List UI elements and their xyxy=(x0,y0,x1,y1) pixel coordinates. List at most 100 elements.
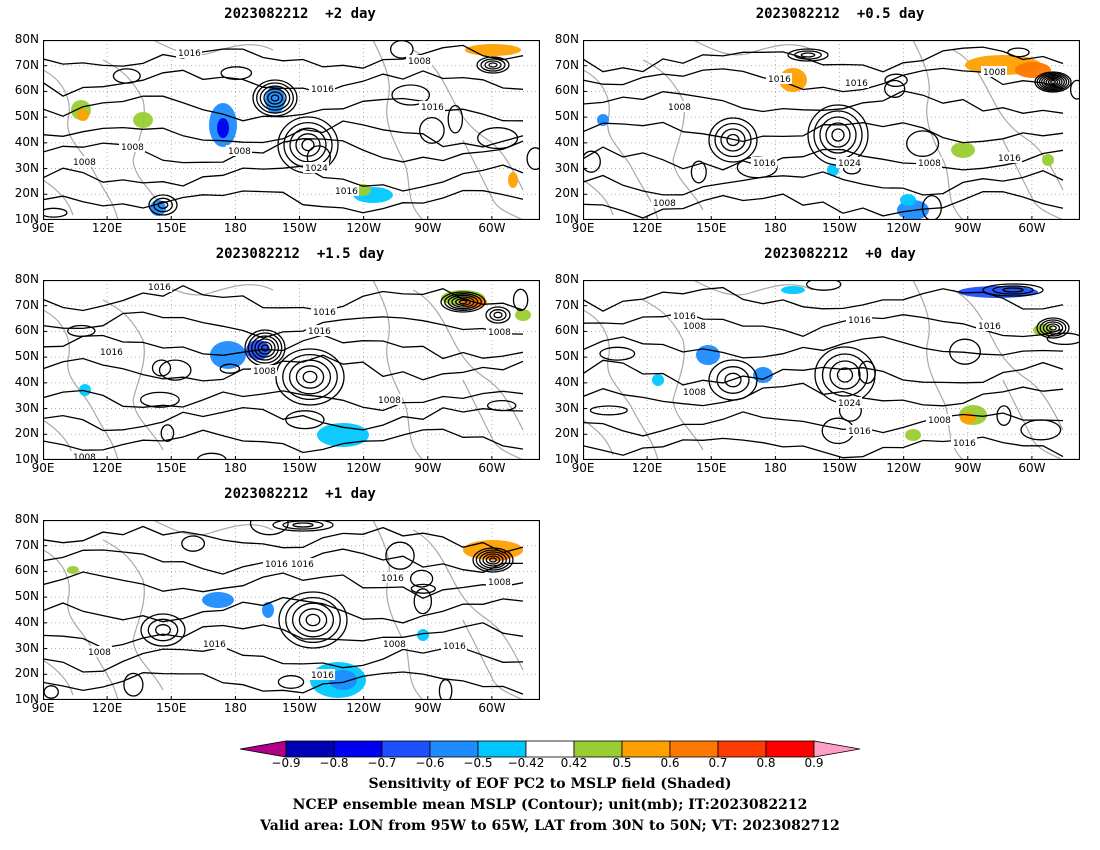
mslp-contours xyxy=(43,40,540,218)
contour-ring xyxy=(301,138,315,152)
contour-ring xyxy=(295,365,325,389)
contour-ring xyxy=(270,94,280,102)
contour-label-bg xyxy=(176,47,202,58)
contour-loop xyxy=(438,679,453,700)
lat-label: 20N xyxy=(14,186,39,201)
lat-label: 10N xyxy=(14,452,39,466)
contour-loop xyxy=(160,424,175,442)
coastline xyxy=(102,299,164,451)
contour-label: 1016 xyxy=(148,283,171,293)
mslp-contours xyxy=(43,520,524,700)
lon-label: 90E xyxy=(31,221,55,235)
lon-label: 150E xyxy=(696,221,727,235)
contour-line xyxy=(583,46,1064,73)
colorbar-label: 0.6 xyxy=(660,756,680,770)
shading-blob xyxy=(652,374,664,386)
contour-ring xyxy=(305,613,321,627)
contour-ring xyxy=(252,79,298,117)
coastline xyxy=(642,59,704,211)
caption-line-2: NCEP ensemble mean MSLP (Contour); unit(… xyxy=(292,797,808,813)
contour-line xyxy=(43,284,524,312)
lat-label: 70N xyxy=(14,537,39,552)
contour-ring xyxy=(476,56,510,74)
tick-marks xyxy=(583,280,1033,460)
lat-label: 30N xyxy=(554,160,579,175)
lon-label: 60W xyxy=(478,701,506,715)
contour-loop xyxy=(151,359,172,377)
coastlines xyxy=(43,520,524,700)
sensitivity-shading xyxy=(71,44,521,216)
contour-ring xyxy=(1041,75,1065,89)
map-frame xyxy=(43,520,540,700)
shading-blob xyxy=(67,566,79,574)
mslp-contours xyxy=(583,280,1080,459)
caption-line-3: Valid area: LON from 95W to 65W, LAT fro… xyxy=(260,818,840,834)
contour-loop xyxy=(67,324,96,337)
contour-loop xyxy=(599,346,636,361)
lat-label: 50N xyxy=(14,349,39,364)
contour-label: 1008 xyxy=(983,68,1006,78)
contour-label-bg xyxy=(926,414,952,425)
lat-label: 20N xyxy=(554,426,579,441)
colorbar-segment xyxy=(765,740,815,758)
contour-label-bg xyxy=(71,451,97,460)
contour-line xyxy=(43,428,524,454)
lat-label: 40N xyxy=(14,614,39,629)
contour-label-bg xyxy=(333,185,359,196)
lon-label: 90E xyxy=(571,221,595,235)
lon-label: 180 xyxy=(223,701,247,715)
contour-ring xyxy=(800,52,816,58)
shading-blob xyxy=(508,172,518,188)
contour-loop xyxy=(690,160,707,184)
contour-label-bg xyxy=(306,325,332,336)
colorbar-segment xyxy=(381,740,431,758)
contour-ring xyxy=(829,360,861,390)
lat-label: 60N xyxy=(14,83,39,98)
contour-loop xyxy=(219,363,241,374)
contour-ring xyxy=(489,557,497,563)
lon-label: 120W xyxy=(346,701,382,715)
contour-ring xyxy=(447,294,479,310)
contour-loop xyxy=(884,79,906,98)
contour-ring xyxy=(263,88,287,108)
lat-label: 10N xyxy=(554,212,579,226)
contour-ring xyxy=(708,359,758,401)
contour-label: 1016 xyxy=(953,439,976,449)
contour-ring xyxy=(155,624,171,636)
shading-blob xyxy=(465,44,521,56)
shading-blob xyxy=(217,118,229,138)
contour-label: 1016 xyxy=(753,159,776,169)
contour-ring xyxy=(256,82,294,114)
colorbar-label: 0.5 xyxy=(612,756,632,770)
lon-label: 90W xyxy=(954,461,982,475)
tick-marks xyxy=(43,520,493,700)
contour-label-bg xyxy=(406,55,432,66)
contour-label-bg xyxy=(381,638,407,649)
contour-loop xyxy=(391,84,431,106)
contour-ring xyxy=(451,296,475,308)
contour-ring xyxy=(982,283,1044,297)
contour-ring xyxy=(1043,76,1063,88)
contour-label: 1008 xyxy=(683,388,706,398)
contour-ring xyxy=(1045,323,1061,333)
contour-ring xyxy=(726,133,740,147)
lon-label: 120E xyxy=(91,221,123,235)
lon-label: 150W xyxy=(822,461,857,475)
colorbar-label: −0.8 xyxy=(319,756,349,770)
contour-loop xyxy=(277,675,305,689)
panel-title: 2023082212 +1.5 day xyxy=(215,246,385,262)
contour-ring xyxy=(831,128,845,142)
gridlines xyxy=(43,520,540,700)
mslp-contours xyxy=(43,284,529,460)
coastline xyxy=(43,309,119,460)
coastline xyxy=(583,309,659,460)
contour-label: 1016 xyxy=(978,322,1001,332)
contour-ring xyxy=(1038,73,1068,91)
colorbar-label: 0.7 xyxy=(708,756,728,770)
contour-label-bg xyxy=(981,66,1007,77)
contour-label: 1008 xyxy=(488,578,511,588)
contour-label-bg xyxy=(951,437,977,448)
contour-ring xyxy=(794,50,822,60)
contour-label: 1008 xyxy=(383,640,406,650)
contour-line xyxy=(583,336,1064,359)
